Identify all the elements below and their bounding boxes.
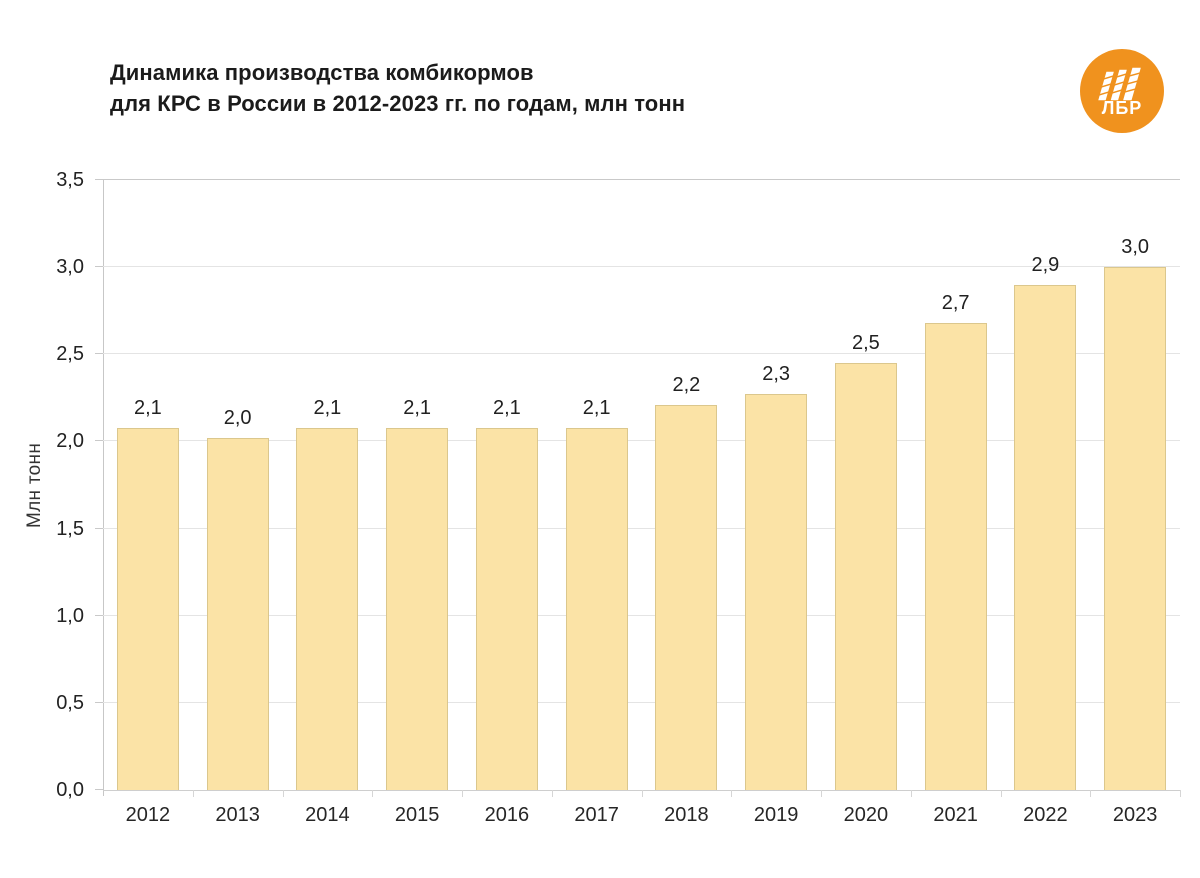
y-axis-tick-label: 3,5 xyxy=(56,169,84,191)
x-axis-tick-mark xyxy=(1090,790,1092,797)
bar-2019 xyxy=(745,394,808,790)
bar-value-label-2017: 2,1 xyxy=(582,396,611,419)
bar-2016 xyxy=(475,427,538,790)
bar-value-label-2023: 3,0 xyxy=(1121,236,1150,259)
bar-2014 xyxy=(296,427,359,790)
x-axis-tick-mark xyxy=(1000,790,1002,797)
y-tick-marks xyxy=(95,179,103,790)
x-axis-tick-label-2015: 2015 xyxy=(394,804,440,826)
x-axis-tick-label-2014: 2014 xyxy=(305,804,350,826)
bar-slot-2020: 2,5 xyxy=(821,180,911,790)
lbr-logo-text: ЛБР xyxy=(1102,98,1143,118)
gridline xyxy=(103,701,1180,703)
x-axis-tick-mark xyxy=(731,790,733,797)
bar-value-label-2022: 2,9 xyxy=(1031,253,1060,276)
gridline xyxy=(103,353,1180,355)
x-axis-tick-label-2022: 2022 xyxy=(1023,804,1068,826)
x-axis-tick-label-2018: 2018 xyxy=(664,804,709,826)
x-axis-tick-label-2019: 2019 xyxy=(753,804,799,826)
y-axis-labels: 0,0 0,5 1,0 1,5 2,0 2,5 3,0 3,5 xyxy=(0,169,84,801)
bar-value-label-2021: 2,7 xyxy=(941,291,970,314)
y-axis-tick-label: 1,5 xyxy=(56,517,84,540)
y-axis-tick-mark xyxy=(95,527,103,529)
bar-2018 xyxy=(655,404,718,790)
y-axis-tick-mark xyxy=(95,614,103,616)
y-axis-tick-mark xyxy=(95,266,103,268)
bar-slot-2014: 2,1 xyxy=(283,180,373,790)
bar-slot-2023: 3,0 xyxy=(1090,180,1180,790)
bar-value-label-2019: 2,3 xyxy=(762,363,791,386)
bar-2020 xyxy=(834,363,897,790)
y-axis-tick-mark xyxy=(95,701,103,703)
plot-area: 2,1 2,0 2,1 2,1 2,1 2,1 2,2 2,3 2,5 2,7 2,9 3,0 xyxy=(103,179,1180,790)
page-title-line1: Динамика производства комбикормов xyxy=(110,60,534,85)
bar-2017 xyxy=(565,427,628,790)
y-axis-tick-mark xyxy=(95,179,103,180)
x-axis-tick-mark xyxy=(1180,790,1181,797)
bar-2013 xyxy=(206,437,269,790)
bar-2023 xyxy=(1104,267,1167,790)
gridline xyxy=(103,527,1180,529)
bar-slot-2015: 2,1 xyxy=(372,180,462,790)
y-axis-tick-label: 3,0 xyxy=(56,256,84,279)
bar-2012 xyxy=(116,427,179,790)
bar-value-label-2018: 2,2 xyxy=(672,373,701,396)
x-axis-tick-label-2012: 2012 xyxy=(125,804,171,826)
x-axis-tick-label-2021: 2021 xyxy=(933,804,978,826)
x-axis-tick-mark xyxy=(372,790,374,797)
y-axis-line xyxy=(103,180,104,796)
bar-slot-2017: 2,1 xyxy=(552,180,642,790)
x-axis-tick-mark xyxy=(192,790,194,797)
lbr-stripes-icon xyxy=(1096,66,1143,102)
bar-slot-2022: 2,9 xyxy=(1001,180,1091,790)
bar-slot-2021: 2,7 xyxy=(911,180,1001,790)
x-axis-tick-mark xyxy=(462,790,463,797)
y-axis-tick-label: 1,0 xyxy=(56,604,84,627)
bar-2022 xyxy=(1014,284,1077,790)
gridline xyxy=(103,179,1180,180)
y-axis-tick-mark xyxy=(95,353,103,355)
gridline xyxy=(103,440,1180,442)
bar-value-label-2013: 2,0 xyxy=(223,406,252,429)
x-axis-tick-label-2017: 2017 xyxy=(574,804,619,826)
bar-value-label-2016: 2,1 xyxy=(492,396,521,419)
bar-value-label-2015: 2,1 xyxy=(403,396,432,419)
bar-value-label-2014: 2,1 xyxy=(313,396,342,419)
x-axis-tick-mark xyxy=(282,790,284,797)
x-axis-tick-label-2023: 2023 xyxy=(1112,804,1158,826)
page-title-line2: для КРС в России в 2012-2023 гг. по года… xyxy=(110,91,686,116)
x-axis-tick-label-2013: 2013 xyxy=(215,804,260,826)
bar-2021 xyxy=(924,322,987,790)
y-axis-tick-mark xyxy=(95,440,103,442)
lbr-logo: ЛБР xyxy=(1080,49,1164,133)
page-title: Динамика производства комбикормов для КР… xyxy=(110,57,685,119)
x-axis-tick-mark xyxy=(910,790,912,797)
bar-value-label-2020: 2,5 xyxy=(851,332,880,354)
x-axis-tick-mark xyxy=(641,790,643,797)
y-axis-tick-mark xyxy=(95,789,103,790)
bar-slot-2016: 2,1 xyxy=(462,180,552,790)
x-axis-tick-mark xyxy=(821,790,822,797)
gridline xyxy=(103,266,1180,268)
y-axis-tick-label: 2,0 xyxy=(56,430,84,453)
bar-slot-2013: 2,0 xyxy=(193,180,283,790)
bar-slot-2012: 2,1 xyxy=(103,180,193,790)
bar-value-label-2012: 2,1 xyxy=(133,396,162,419)
y-axis-tick-label: 0,0 xyxy=(56,779,84,801)
bars-row: 2,1 2,0 2,1 2,1 2,1 2,1 2,2 2,3 2,5 2,7 2,9 3,0 xyxy=(103,180,1180,790)
gridline xyxy=(103,614,1180,616)
x-tick-marks xyxy=(103,790,1181,797)
bar-2015 xyxy=(386,427,449,790)
bar-slot-2019: 2,3 xyxy=(731,180,821,790)
bar-slot-2018: 2,2 xyxy=(642,180,732,790)
y-axis-tick-label: 0,5 xyxy=(56,691,84,714)
x-axis-tick-label-2016: 2016 xyxy=(484,804,530,826)
y-axis-tick-label: 2,5 xyxy=(56,343,84,366)
x-axis-tick-mark xyxy=(551,790,553,797)
x-axis-tick-label-2020: 2020 xyxy=(843,804,889,826)
x-axis-labels: 2012 2013 2014 2015 2016 2017 2018 2019 2020 2021… xyxy=(103,804,1180,827)
